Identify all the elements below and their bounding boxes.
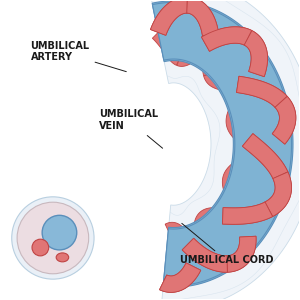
Polygon shape	[151, 0, 187, 35]
Polygon shape	[148, 0, 300, 300]
Ellipse shape	[56, 253, 69, 262]
Polygon shape	[226, 111, 253, 146]
Circle shape	[17, 202, 89, 274]
Polygon shape	[202, 33, 220, 76]
Polygon shape	[187, 0, 219, 36]
Text: UMBILICAL
VEIN: UMBILICAL VEIN	[99, 110, 163, 148]
Polygon shape	[177, 37, 210, 66]
Polygon shape	[244, 31, 268, 77]
Polygon shape	[265, 172, 292, 217]
Polygon shape	[228, 71, 264, 117]
Polygon shape	[160, 263, 201, 292]
Polygon shape	[236, 134, 285, 174]
Polygon shape	[236, 76, 287, 107]
Polygon shape	[152, 1, 293, 287]
Polygon shape	[227, 236, 256, 272]
Text: UMBILICAL CORD: UMBILICAL CORD	[180, 224, 273, 266]
Polygon shape	[165, 222, 194, 250]
Polygon shape	[236, 76, 287, 107]
Polygon shape	[223, 202, 273, 224]
Polygon shape	[226, 190, 256, 237]
Polygon shape	[222, 161, 245, 196]
Polygon shape	[151, 0, 187, 35]
Polygon shape	[265, 172, 292, 217]
Polygon shape	[182, 238, 227, 272]
Polygon shape	[187, 0, 219, 36]
Polygon shape	[223, 202, 273, 224]
Polygon shape	[194, 208, 223, 227]
Circle shape	[12, 197, 94, 279]
Polygon shape	[201, 27, 252, 51]
Polygon shape	[160, 263, 201, 292]
Circle shape	[42, 215, 77, 250]
Polygon shape	[152, 2, 292, 286]
Polygon shape	[201, 27, 252, 51]
Polygon shape	[272, 96, 296, 144]
Circle shape	[32, 239, 49, 256]
Polygon shape	[244, 31, 268, 77]
Polygon shape	[186, 224, 210, 270]
Polygon shape	[204, 71, 239, 92]
Polygon shape	[152, 27, 183, 65]
Polygon shape	[182, 238, 227, 272]
Polygon shape	[242, 134, 288, 179]
Text: UMBILICAL
ARTERY: UMBILICAL ARTERY	[31, 41, 126, 72]
Polygon shape	[227, 236, 256, 272]
Polygon shape	[242, 134, 288, 179]
Polygon shape	[272, 96, 296, 144]
